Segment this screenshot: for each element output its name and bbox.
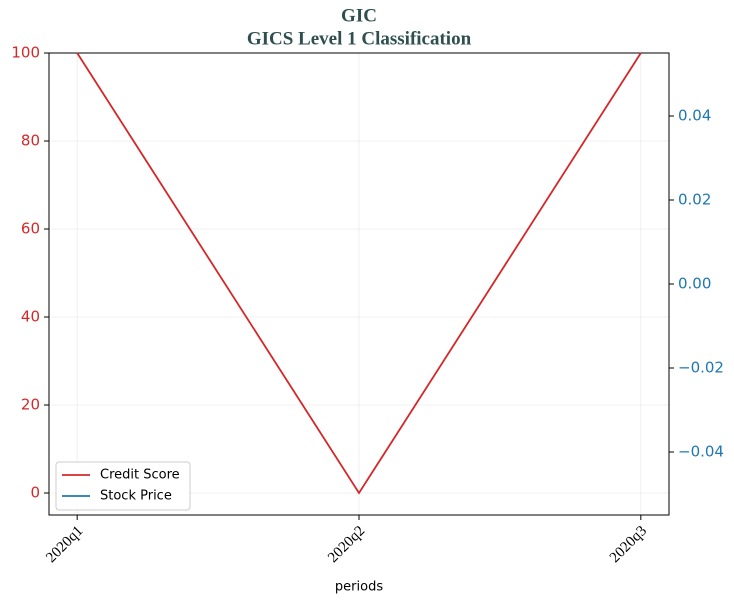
- x-axis-label: periods: [335, 580, 383, 595]
- y2-tick-label: 0.04: [678, 107, 711, 125]
- y2-tick-label: −0.02: [678, 359, 724, 377]
- x-tick-label: 2020q2: [325, 523, 368, 566]
- y2-tick-label: 0.02: [678, 191, 711, 209]
- x-tick-label: 2020q3: [607, 523, 650, 566]
- legend-label: Stock Price: [100, 489, 172, 504]
- y-tick-label: 0: [30, 484, 40, 502]
- y-tick-label: 80: [21, 132, 40, 150]
- y-tick-label: 60: [21, 220, 40, 238]
- y-tick-label: 20: [21, 396, 40, 414]
- chart-title: GIC: [341, 5, 377, 26]
- y2-tick-label: 0.00: [678, 275, 711, 293]
- x-tick-label: 2020q1: [43, 523, 86, 566]
- line-series: [76, 52, 642, 495]
- chart-subtitle: GICS Level 1 Classification: [247, 28, 472, 49]
- y2-tick-label: −0.04: [678, 443, 724, 461]
- plot-frame: [48, 52, 670, 516]
- y-tick-label: 40: [21, 308, 40, 326]
- legend-box: [55, 461, 191, 511]
- legend-label: Credit Score: [100, 468, 180, 483]
- y-tick-label: 100: [11, 44, 40, 62]
